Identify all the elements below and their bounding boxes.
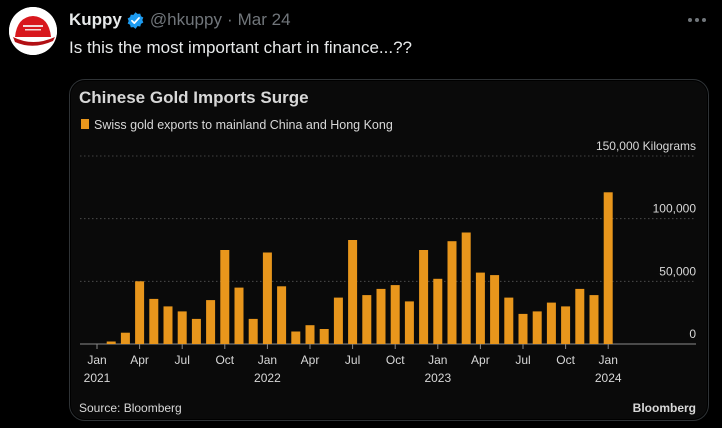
bar <box>532 311 542 344</box>
bar <box>262 252 272 344</box>
x-tick-label: Oct <box>215 353 234 367</box>
y-tick-label: 100,000 <box>653 202 697 216</box>
bar <box>305 325 315 344</box>
bar <box>291 331 301 344</box>
bar <box>106 341 116 344</box>
x-tick-label: Oct <box>556 353 575 367</box>
bar <box>561 306 571 344</box>
bar <box>319 329 329 344</box>
y-tick-label: 150,000 Kilograms <box>596 139 696 153</box>
chart-title: Chinese Gold Imports Surge <box>79 88 309 107</box>
bar <box>120 332 130 344</box>
x-year-label: 2024 <box>595 371 622 385</box>
bar <box>277 286 287 344</box>
y-tick-label: 0 <box>689 327 696 341</box>
bar <box>234 287 244 344</box>
bar <box>518 313 528 344</box>
bar <box>390 285 400 344</box>
bar <box>447 241 457 344</box>
gold-imports-chart: Chinese Gold Imports Surge Swiss gold ex… <box>79 88 697 415</box>
bar <box>419 250 429 344</box>
bar <box>177 311 187 344</box>
x-tick-label: Jan <box>428 353 447 367</box>
chart-image[interactable]: Chinese Gold Imports Surge Swiss gold ex… <box>69 79 709 421</box>
bar <box>404 301 414 344</box>
bar <box>348 240 358 344</box>
tweet-date[interactable]: Mar 24 <box>237 10 291 29</box>
bar <box>163 306 173 344</box>
x-tick-label: Jan <box>599 353 618 367</box>
bar <box>433 278 443 344</box>
bar <box>575 288 585 344</box>
x-year-label: 2022 <box>254 371 281 385</box>
more-options-icon[interactable] <box>686 12 708 28</box>
x-tick-label: Apr <box>130 353 149 367</box>
chart-background <box>71 81 707 419</box>
bloomberg-brand: Bloomberg <box>633 401 696 415</box>
red-cap-avatar-icon <box>9 7 57 55</box>
bar <box>461 232 471 344</box>
x-tick-label: Apr <box>471 353 490 367</box>
author-handle[interactable]: @hkuppy <box>149 10 222 29</box>
bar <box>376 288 386 344</box>
x-tick-label: Jul <box>175 353 190 367</box>
tweet-header: Kuppy @hkuppy · Mar 24 <box>69 9 291 31</box>
x-tick-label: Apr <box>301 353 320 367</box>
x-year-label: 2021 <box>84 371 111 385</box>
bar <box>504 297 514 344</box>
bar <box>333 297 343 344</box>
legend-label: Swiss gold exports to mainland China and… <box>94 118 393 132</box>
author-avatar[interactable] <box>9 7 57 55</box>
bar <box>603 192 613 344</box>
bar <box>248 318 258 344</box>
legend-swatch <box>81 119 89 129</box>
x-tick-label: Oct <box>386 353 405 367</box>
bar <box>135 281 145 344</box>
x-tick-label: Jan <box>258 353 277 367</box>
bar <box>475 272 485 344</box>
author-name[interactable]: Kuppy <box>69 10 122 29</box>
bar <box>220 250 230 344</box>
bar <box>206 300 216 344</box>
x-tick-label: Jul <box>515 353 530 367</box>
bar <box>490 275 500 344</box>
tweet-text: Is this the most important chart in fina… <box>69 38 412 57</box>
bar <box>546 302 556 344</box>
bar <box>589 295 599 344</box>
verified-badge-icon <box>126 11 145 30</box>
y-tick-label: 50,000 <box>659 264 696 278</box>
bar <box>191 318 201 344</box>
x-tick-label: Jul <box>345 353 360 367</box>
bar <box>149 298 159 344</box>
separator-dot: · <box>226 10 233 29</box>
x-year-label: 2023 <box>424 371 451 385</box>
bar <box>362 295 372 344</box>
chart-source: Source: Bloomberg <box>79 401 182 415</box>
x-tick-label: Jan <box>87 353 106 367</box>
